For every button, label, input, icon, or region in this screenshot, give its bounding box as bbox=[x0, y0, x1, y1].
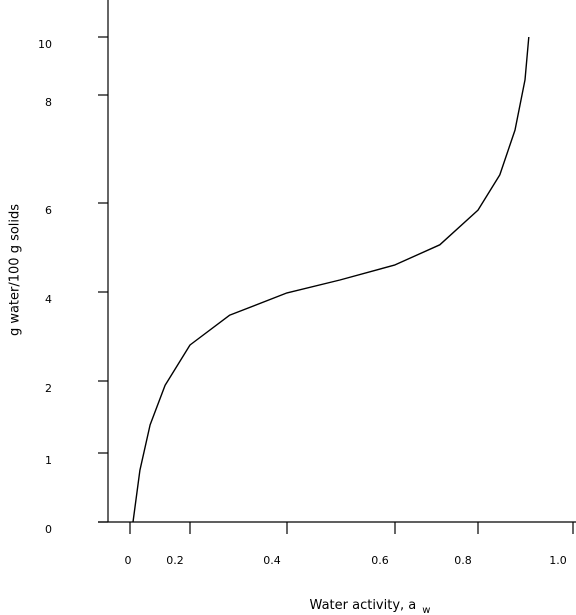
curve bbox=[132, 36, 530, 523]
x-tick-label: 1.0 bbox=[549, 554, 567, 567]
y-tick-label: 10 bbox=[38, 38, 52, 51]
y-tick-label: 8 bbox=[45, 96, 52, 109]
x-axis-title-sub: w bbox=[422, 605, 430, 615]
y-tick-label: 4 bbox=[45, 293, 52, 306]
x-axis-title-main: Water activity, a bbox=[310, 598, 417, 613]
x-axis-title: Water activity, a w bbox=[310, 598, 431, 615]
y-tick-label: 2 bbox=[45, 382, 52, 395]
y-axis-title: g water/100 g solids bbox=[8, 204, 23, 336]
x-tick-label: 0 bbox=[125, 554, 132, 567]
x-tick-label: 0.8 bbox=[454, 554, 472, 567]
x-tick-label: 0.4 bbox=[263, 554, 281, 567]
y-tick-label: 6 bbox=[45, 204, 52, 217]
y-tick-label: 0 bbox=[45, 523, 52, 536]
y-tick-label: 1 bbox=[45, 454, 52, 467]
x-tick-label: 0.2 bbox=[166, 554, 184, 567]
x-tick-label: 0.6 bbox=[371, 554, 389, 567]
